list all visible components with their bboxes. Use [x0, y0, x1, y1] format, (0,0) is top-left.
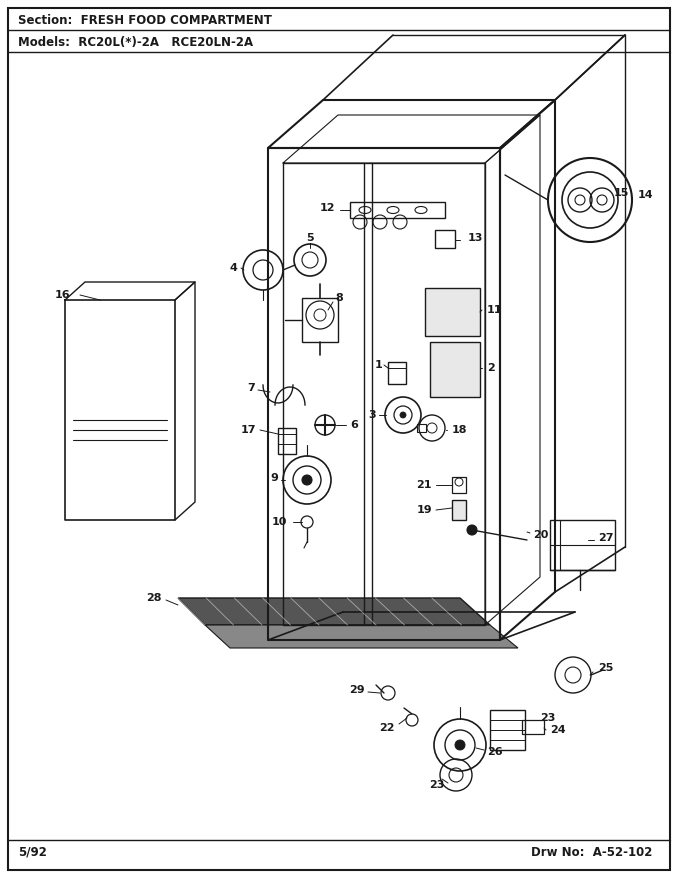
Text: 10: 10 — [271, 517, 287, 527]
Text: 24: 24 — [550, 725, 566, 735]
Bar — [490, 710, 525, 750]
Text: 4: 4 — [229, 263, 237, 273]
Text: 14: 14 — [638, 190, 653, 200]
Text: 21: 21 — [416, 480, 432, 490]
Bar — [522, 720, 544, 734]
Text: 7: 7 — [248, 383, 255, 393]
Text: 20: 20 — [533, 530, 548, 540]
Bar — [430, 342, 480, 397]
Text: 18: 18 — [452, 425, 468, 435]
Bar — [425, 288, 480, 336]
Text: 15: 15 — [614, 188, 630, 198]
Circle shape — [455, 740, 465, 750]
Text: 26: 26 — [487, 747, 503, 757]
Text: 5: 5 — [306, 233, 313, 243]
Text: 8: 8 — [335, 293, 343, 303]
Text: 16: 16 — [55, 290, 71, 300]
Text: 23: 23 — [540, 713, 556, 723]
Text: Models:  RC20L(*)-2A   RCE20LN-2A: Models: RC20L(*)-2A RCE20LN-2A — [18, 36, 253, 48]
Text: 1: 1 — [374, 360, 382, 370]
Text: Drw No:  A-52-102: Drw No: A-52-102 — [530, 846, 652, 859]
Text: 11: 11 — [487, 305, 503, 315]
Text: 13: 13 — [468, 233, 483, 243]
Text: 19: 19 — [416, 505, 432, 515]
Circle shape — [467, 525, 477, 535]
Text: 12: 12 — [320, 203, 335, 213]
Text: Section:  FRESH FOOD COMPARTMENT: Section: FRESH FOOD COMPARTMENT — [18, 13, 272, 27]
Bar — [278, 428, 296, 454]
Text: 9: 9 — [270, 473, 278, 483]
Bar — [452, 477, 466, 493]
Bar — [417, 424, 426, 432]
Text: 6: 6 — [350, 420, 358, 430]
Text: 27: 27 — [598, 533, 613, 543]
Text: 28: 28 — [146, 593, 162, 603]
Bar — [435, 230, 455, 248]
Bar — [302, 298, 338, 342]
Text: 5/92: 5/92 — [18, 846, 47, 859]
Circle shape — [302, 475, 312, 485]
Text: 2: 2 — [487, 363, 495, 373]
Bar — [388, 362, 406, 384]
Text: 23: 23 — [430, 780, 445, 790]
Text: 17: 17 — [241, 425, 256, 435]
Polygon shape — [205, 625, 518, 648]
Text: 22: 22 — [379, 723, 395, 733]
Circle shape — [400, 412, 406, 418]
Bar — [452, 500, 466, 520]
Polygon shape — [178, 598, 490, 625]
Text: 29: 29 — [350, 685, 365, 695]
Text: 3: 3 — [369, 410, 376, 420]
Bar — [350, 202, 445, 218]
Text: 25: 25 — [598, 663, 613, 673]
Bar — [550, 520, 615, 570]
